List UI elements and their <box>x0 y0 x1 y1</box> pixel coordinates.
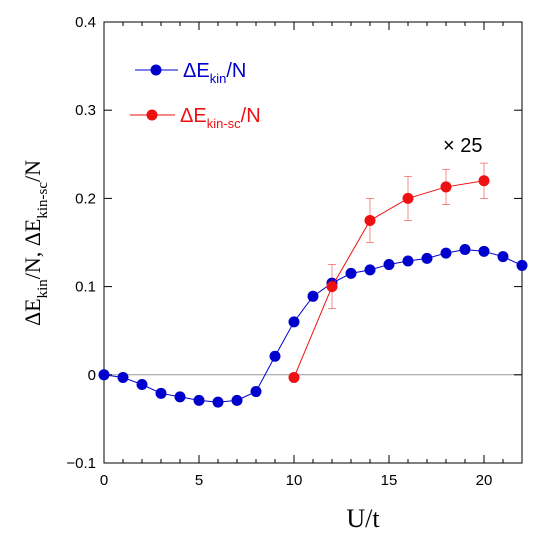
data-point <box>326 281 338 293</box>
x-tick-label: 5 <box>195 472 203 489</box>
legend-marker-kin-sc <box>146 109 158 121</box>
series-0 <box>98 244 528 408</box>
data-point <box>307 290 319 302</box>
data-point <box>212 396 224 408</box>
legend: ΔEkin/N ΔEkin-sc/N <box>130 60 261 131</box>
y-tick-label: −0.1 <box>66 455 96 472</box>
data-point <box>174 391 186 403</box>
data-point <box>231 394 243 406</box>
scale-annotation: × 25 <box>443 135 482 157</box>
series-layer <box>98 162 528 408</box>
data-point <box>364 214 376 226</box>
data-point <box>98 369 110 381</box>
x-tick-label: 15 <box>381 472 398 489</box>
data-point <box>497 251 509 263</box>
data-point <box>345 267 357 279</box>
legend-label-kin-sc: ΔEkin-sc/N <box>180 105 261 131</box>
y-tick-label: 0.1 <box>75 279 96 296</box>
data-point <box>288 371 300 383</box>
data-point <box>459 244 471 256</box>
y-axis-label-part: /N <box>20 160 45 182</box>
legend-label-kin: ΔEkin/N <box>183 60 246 86</box>
x-tick-label: 10 <box>286 472 303 489</box>
data-point <box>402 255 414 267</box>
y-tick-label: 0.4 <box>75 14 96 31</box>
y-axis-label: ΔEkin/N, ΔEkin-sc/N <box>20 160 51 326</box>
data-point <box>136 379 148 391</box>
data-point <box>288 316 300 328</box>
data-point <box>155 387 167 399</box>
axis-ticks: 0 5 10 15 20−0.100.10.20.30.4 <box>66 14 523 489</box>
data-point <box>117 371 129 383</box>
data-point <box>478 245 490 257</box>
y-tick-label: 0 <box>88 367 96 384</box>
y-axis-label-subscript: kin-sc <box>35 182 51 219</box>
series-line <box>103 249 523 403</box>
y-axis-label-part: ΔE <box>20 298 45 326</box>
data-point <box>402 192 414 204</box>
y-tick-label: 0.3 <box>75 102 96 119</box>
y-axis-label-part: /N, ΔE <box>20 219 45 280</box>
data-point <box>421 252 433 264</box>
data-point <box>269 350 281 362</box>
data-point <box>478 175 490 187</box>
data-point <box>364 264 376 276</box>
data-point <box>440 247 452 259</box>
x-tick-label: 0 <box>100 472 108 489</box>
series-1 <box>288 162 490 383</box>
data-point <box>440 181 452 193</box>
plot-frame <box>103 21 523 464</box>
data-point <box>383 259 395 271</box>
y-axis-label-subscript: kin <box>35 279 51 299</box>
legend-marker-kin <box>150 64 162 76</box>
series-line <box>293 180 485 378</box>
data-point <box>250 386 262 398</box>
x-tick-label: 20 <box>476 472 493 489</box>
data-point <box>516 259 528 271</box>
y-tick-label: 0.2 <box>75 190 96 207</box>
x-axis-label: U/t <box>346 504 380 533</box>
data-point <box>193 394 205 406</box>
